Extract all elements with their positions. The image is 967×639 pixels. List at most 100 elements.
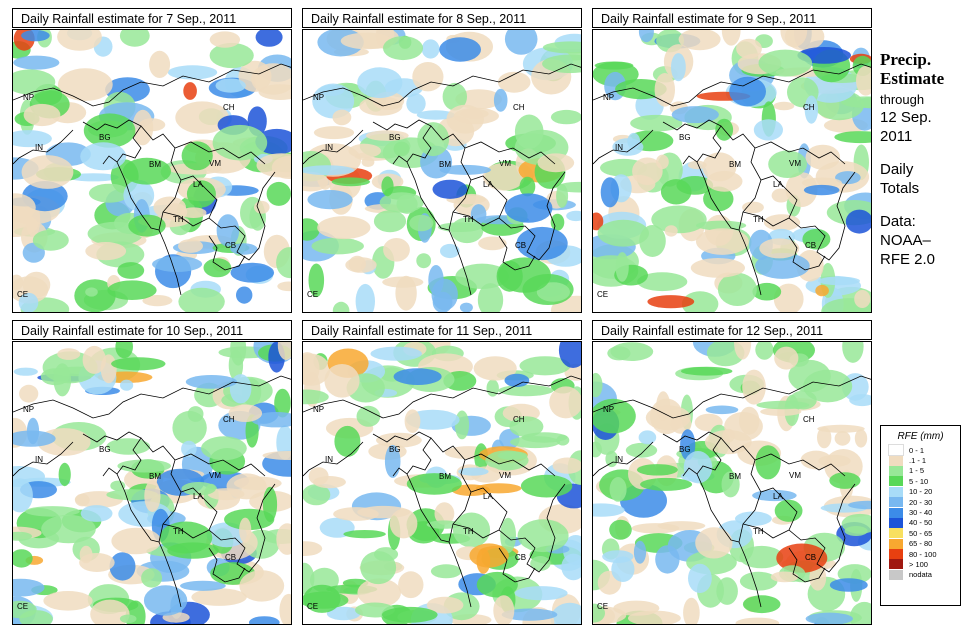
- legend-title: RFE (mm): [897, 431, 944, 442]
- rainfall-field: [593, 30, 871, 312]
- country-label: LA: [193, 492, 203, 501]
- panel-title: Daily Rainfall estimate for 10 Sep., 201…: [12, 320, 292, 340]
- legend-item: 10 - 20: [881, 486, 960, 497]
- country-label: VM: [209, 471, 221, 480]
- rainfall-field: [303, 342, 581, 624]
- legend-swatch: [889, 559, 903, 570]
- legend-label: 50 - 65: [909, 528, 933, 538]
- country-borders: [13, 375, 291, 608]
- country-label: NP: [23, 405, 34, 414]
- legend-label: 40 - 50: [909, 518, 933, 528]
- country-label: CH: [803, 415, 815, 424]
- country-label: CH: [803, 103, 815, 112]
- legend-item: 5 - 10: [881, 476, 960, 487]
- country-borders: [13, 63, 291, 296]
- country-label: VM: [209, 159, 221, 168]
- panel-title: Daily Rainfall estimate for 9 Sep., 2011: [592, 8, 872, 28]
- rainfall-map: NP CH IN BG BM VM LA TH CB CE: [302, 341, 582, 625]
- country-label: CB: [805, 241, 816, 250]
- legend-label: 30 - 40: [909, 508, 933, 518]
- country-label: BG: [389, 133, 401, 142]
- legend-swatch: [889, 507, 903, 518]
- legend-item: 50 - 65: [881, 528, 960, 539]
- country-label: CH: [223, 415, 235, 424]
- map-canvas: NP CH IN BG BM VM LA TH CB CE: [593, 342, 871, 624]
- country-label: TH: [463, 527, 474, 536]
- rainfall-map: NP CH IN BG BM VM LA TH CB CE: [302, 29, 582, 313]
- country-label: VM: [789, 471, 801, 480]
- legend-swatch: [889, 549, 903, 560]
- map-canvas: NP CH IN BG BM VM LA TH CB CE: [303, 342, 581, 624]
- legend-swatch: [889, 517, 903, 528]
- country-label: CB: [805, 553, 816, 562]
- country-label: CE: [597, 602, 608, 611]
- rainfall-map-panel: Daily Rainfall estimate for 7 Sep., 2011…: [12, 8, 292, 313]
- country-label: CE: [307, 602, 318, 611]
- legend-label: 1 - 5: [909, 466, 925, 476]
- country-label: TH: [173, 527, 184, 536]
- legend-swatch: [889, 528, 903, 539]
- country-borders: [593, 375, 871, 608]
- country-label: IN: [325, 143, 333, 152]
- country-label: BG: [389, 445, 401, 454]
- legend-label: > 100: [909, 559, 928, 569]
- country-label: TH: [753, 527, 764, 536]
- country-label: CE: [17, 290, 28, 299]
- rainfall-field: [593, 342, 871, 624]
- map-canvas: NP CH IN BG BM VM LA TH CB CE: [13, 30, 291, 312]
- country-label: LA: [773, 180, 783, 189]
- country-label: BM: [149, 472, 161, 481]
- heading-estimate: Estimate: [880, 69, 945, 88]
- map-canvas: NP CH IN BG BM VM LA TH CB CE: [303, 30, 581, 312]
- rainfall-field: [13, 342, 291, 624]
- country-label: BM: [439, 160, 451, 169]
- country-label: VM: [789, 159, 801, 168]
- through-label: through: [880, 92, 925, 107]
- info-sidebar: Precip. Estimate through 12 Sep. 2011 Da…: [880, 50, 965, 269]
- rainfall-map-panel: Daily Rainfall estimate for 10 Sep., 201…: [12, 320, 292, 625]
- country-label: NP: [603, 93, 614, 102]
- country-label: LA: [483, 492, 493, 501]
- data-source-1: NOAA–: [880, 232, 931, 249]
- legend-label: 5 - 10: [909, 476, 929, 486]
- country-label: TH: [173, 215, 184, 224]
- country-label: IN: [35, 455, 43, 464]
- country-label: BG: [679, 133, 691, 142]
- country-label: CB: [225, 553, 236, 562]
- legend-label: 65 - 80: [909, 539, 933, 549]
- legend-label: 0 - 1: [909, 445, 925, 455]
- country-borders: [303, 63, 581, 296]
- panel-title: Daily Rainfall estimate for 8 Sep., 2011: [302, 8, 582, 28]
- country-label: IN: [615, 143, 623, 152]
- rainfall-map: NP CH IN BG BM VM LA TH CB CE: [12, 341, 292, 625]
- country-label: CE: [597, 290, 608, 299]
- legend-swatch: [888, 444, 904, 457]
- country-label: BM: [729, 160, 741, 169]
- legend-item: 65 - 80: [881, 538, 960, 549]
- legend-item: 20 - 30: [881, 497, 960, 508]
- legend-label: 80 - 100: [909, 549, 937, 559]
- rainfall-map-panel: Daily Rainfall estimate for 12 Sep., 201…: [592, 320, 872, 625]
- rainfall-map: NP CH IN BG BM VM LA TH CB CE: [12, 29, 292, 313]
- rainfall-map: NP CH IN BG BM VM LA TH CB CE: [592, 29, 872, 313]
- country-label: CH: [223, 103, 235, 112]
- legend-item: .1 - 1: [881, 455, 960, 466]
- panel-title: Daily Rainfall estimate for 11 Sep., 201…: [302, 320, 582, 340]
- panel-title: Daily Rainfall estimate for 12 Sep., 201…: [592, 320, 872, 340]
- country-label: CB: [515, 553, 526, 562]
- country-label: NP: [313, 405, 324, 414]
- daily-label: Daily: [880, 161, 914, 178]
- legend-item: > 100: [881, 559, 960, 570]
- country-borders: [593, 63, 871, 296]
- country-label: BG: [99, 445, 111, 454]
- country-label: TH: [463, 215, 474, 224]
- legend-label: nodata: [909, 570, 932, 580]
- country-label: LA: [773, 492, 783, 501]
- legend-swatch: [889, 486, 903, 497]
- country-label: IN: [615, 455, 623, 464]
- country-label: NP: [603, 405, 614, 414]
- legend-item: 80 - 100: [881, 549, 960, 560]
- rainfall-field: [13, 30, 291, 312]
- map-canvas: NP CH IN BG BM VM LA TH CB CE: [593, 30, 871, 312]
